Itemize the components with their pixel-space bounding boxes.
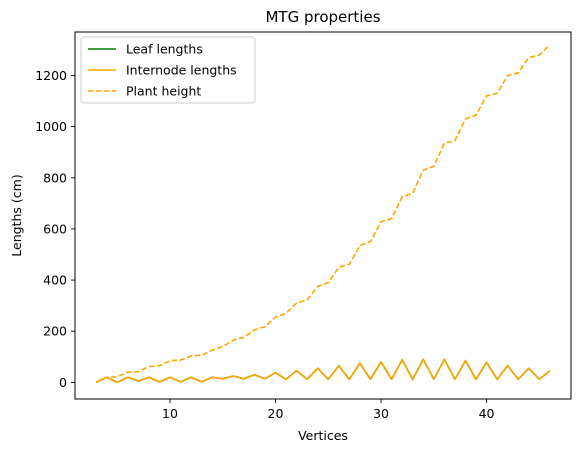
y-tick-label: 600 bbox=[43, 221, 67, 236]
series-layer bbox=[95, 44, 551, 384]
y-tick-label: 0 bbox=[59, 375, 67, 390]
chart-title: MTG properties bbox=[265, 8, 380, 26]
y-tick-label: 400 bbox=[43, 273, 67, 288]
series-line-internode-lengths bbox=[95, 358, 551, 384]
legend: Leaf lengths Internode lengths Plant hei… bbox=[80, 36, 256, 104]
legend-box bbox=[80, 36, 256, 104]
x-tick-label: 20 bbox=[268, 406, 284, 421]
axes-frame bbox=[74, 31, 572, 400]
legend-label-internode-lengths: Internode lengths bbox=[126, 63, 237, 78]
legend-label-leaf-lengths: Leaf lengths bbox=[126, 42, 203, 57]
y-axis-label: Lengths (cm) bbox=[9, 174, 24, 256]
plot-area bbox=[74, 31, 572, 400]
x-tick-label: 10 bbox=[162, 406, 178, 421]
x-axis-label: Vertices bbox=[298, 428, 348, 443]
series-line-plant-height bbox=[95, 44, 551, 384]
y-axis: 0 200 400 600 800 1000 1200 bbox=[35, 68, 75, 390]
legend-label-plant-height: Plant height bbox=[126, 84, 201, 99]
x-axis: 10 20 30 40 bbox=[162, 399, 495, 421]
y-tick-label: 200 bbox=[43, 324, 67, 339]
y-tick-label: 1200 bbox=[35, 68, 67, 83]
y-tick-label: 1000 bbox=[35, 119, 67, 134]
x-tick-label: 30 bbox=[373, 406, 389, 421]
y-tick-label: 800 bbox=[43, 170, 67, 185]
x-tick-label: 40 bbox=[479, 406, 495, 421]
